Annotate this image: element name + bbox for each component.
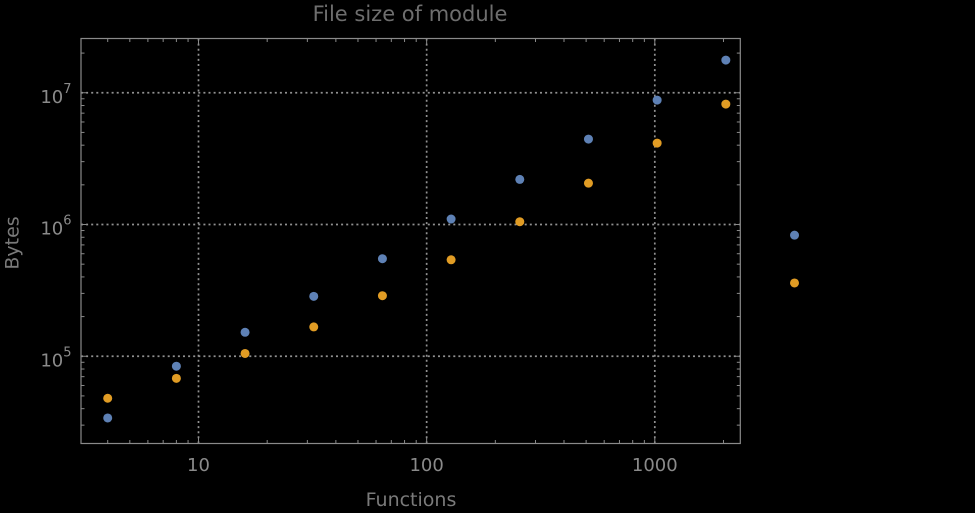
data-point-series-1-blue — [171, 361, 181, 371]
series-series-2-orange — [103, 99, 800, 403]
y-tick-label: 107 — [40, 82, 71, 108]
data-point-series-2-orange — [583, 178, 593, 188]
x-tick-label: 10 — [187, 455, 210, 476]
data-point-series-1-blue — [790, 230, 800, 240]
x-tick-label: 100 — [409, 455, 443, 476]
plot-frame — [80, 37, 741, 445]
x-axis-label: Functions — [365, 489, 457, 511]
series-series-1-blue — [103, 55, 800, 423]
data-point-series-2-orange — [103, 393, 113, 403]
data-point-series-2-orange — [377, 291, 387, 301]
data-point-series-1-blue — [377, 254, 387, 264]
gridlines — [81, 38, 741, 444]
data-point-series-1-blue — [309, 291, 319, 301]
data-point-series-1-blue — [240, 327, 250, 337]
data-point-series-1-blue — [446, 214, 456, 224]
data-point-series-2-orange — [309, 322, 319, 332]
data-point-series-1-blue — [583, 134, 593, 144]
data-point-series-1-blue — [721, 55, 731, 65]
data-point-series-1-blue — [515, 174, 525, 184]
y-axis-label: Bytes — [1, 216, 24, 270]
data-point-series-2-orange — [171, 373, 181, 383]
data-point-series-2-orange — [446, 255, 456, 265]
data-point-series-1-blue — [652, 95, 662, 105]
data-point-series-1-blue — [103, 413, 113, 423]
data-point-series-2-orange — [240, 348, 250, 358]
data-point-series-2-orange — [790, 278, 800, 288]
y-tick-label: 105 — [40, 345, 71, 371]
plot-title: File size of module — [312, 2, 508, 26]
x-tick-label: 1000 — [632, 455, 678, 476]
tick-labels: 10 100 1000 105 106 107 — [40, 82, 677, 476]
data-point-series-2-orange — [652, 138, 662, 148]
data-point-series-2-orange — [515, 217, 525, 227]
axis-ticks — [81, 38, 741, 444]
data-point-series-2-orange — [721, 99, 731, 109]
y-tick-label: 106 — [40, 214, 71, 240]
